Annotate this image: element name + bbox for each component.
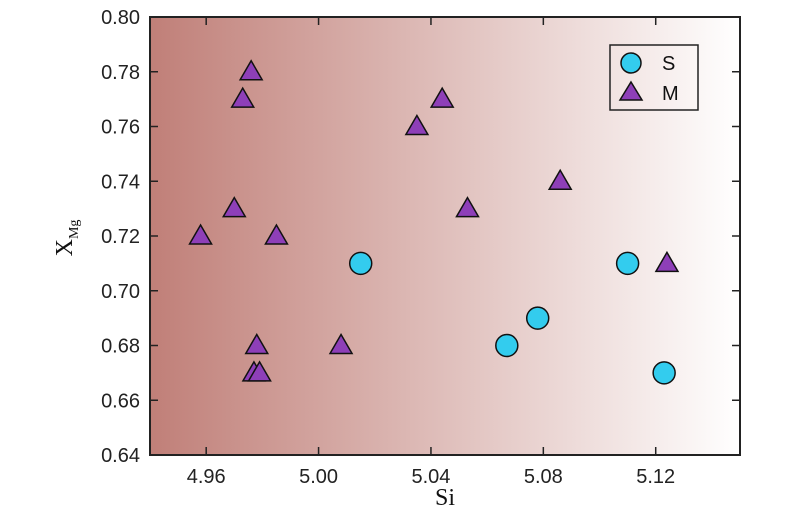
x-tick-label: 5.00	[299, 466, 338, 488]
y-tick-label: 0.68	[101, 336, 140, 358]
plot-background	[150, 17, 740, 455]
x-tick-label: 5.04	[411, 466, 450, 488]
y-tick-label: 0.72	[101, 226, 140, 248]
point-m	[404, 114, 430, 136]
y-tick-label: 0.70	[101, 281, 140, 303]
legend-label-m: M	[662, 83, 679, 105]
point-m	[244, 333, 270, 355]
point-s	[615, 251, 640, 276]
plot-frame	[149, 16, 741, 456]
point-m	[547, 168, 573, 190]
point-m	[654, 250, 680, 273]
x-tick-label: 4.96	[187, 466, 226, 488]
y-axis-title-sub: Mg	[67, 220, 82, 239]
point-s	[525, 306, 550, 330]
point-s	[495, 333, 519, 358]
x-axis-title: Si	[435, 485, 455, 511]
legend: S M	[609, 44, 699, 111]
y-axis-title: XMg	[52, 220, 82, 257]
x-tick-label: 5.12	[636, 466, 675, 488]
y-axis-title-main: X	[52, 239, 78, 256]
y-tick-label: 0.64	[101, 445, 140, 467]
legend-box	[609, 44, 699, 111]
y-tick-label: 0.74	[101, 171, 140, 193]
point-m	[429, 86, 455, 108]
y-tick-label: 0.78	[101, 62, 140, 84]
point-m	[328, 333, 354, 355]
point-m	[455, 196, 480, 218]
legend-label-s: S	[662, 53, 675, 75]
svg-text:XMg: XMg	[52, 220, 82, 257]
y-tick-label: 0.76	[101, 117, 140, 139]
ticks-layer: 0.64 0.66 0.68 0.70 0.72 0.74 0.76 0.78 0.80 4.96…	[101, 7, 740, 488]
point-m	[188, 223, 213, 245]
legend-marker-m	[618, 80, 644, 101]
point-m	[264, 223, 289, 245]
point-m	[230, 86, 256, 108]
x-tick-label: 5.08	[524, 466, 563, 488]
point-s	[348, 251, 373, 276]
point-m	[247, 360, 272, 382]
point-m	[221, 196, 247, 218]
point-s	[652, 361, 676, 385]
y-tick-label: 0.66	[101, 390, 140, 412]
point-m	[238, 59, 264, 81]
points-layer	[188, 59, 680, 385]
legend-marker-s	[620, 52, 642, 74]
y-tick-label: 0.80	[101, 7, 140, 29]
